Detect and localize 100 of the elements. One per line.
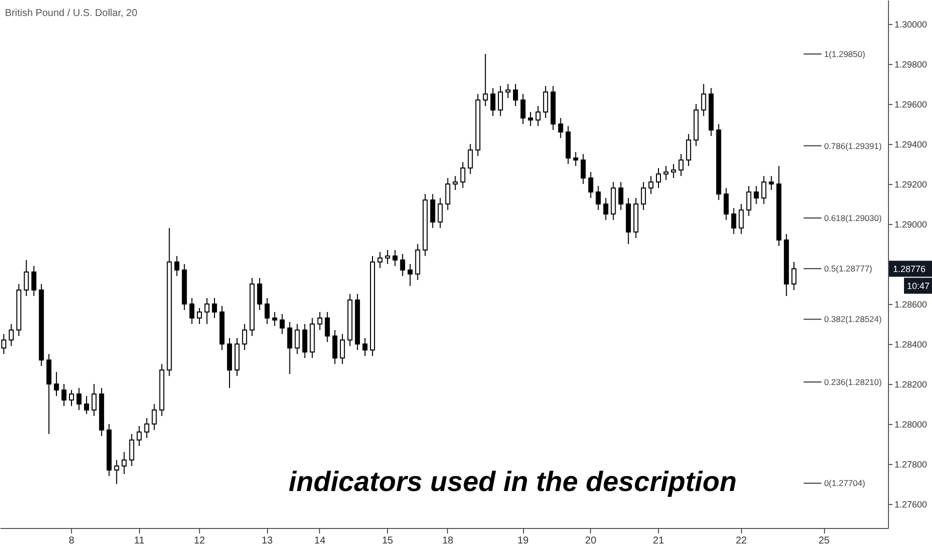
candlestick: [648, 176, 654, 194]
y-tick-label: 1.28200: [894, 380, 928, 390]
y-tick-label: 1.28400: [894, 340, 928, 350]
candlestick: [385, 250, 390, 264]
candlestick: [482, 54, 488, 106]
ref-line-label: 0.382(1.28524): [824, 314, 882, 324]
candlestick: [603, 198, 608, 220]
ref-line-label: 0.236(1.28210): [824, 377, 882, 387]
candlestick: [536, 106, 541, 126]
x-tick-label: 14: [314, 536, 326, 546]
candlestick: [468, 144, 473, 174]
ref-line-label: 0(1.27704): [824, 478, 866, 488]
candlestick: [24, 260, 29, 296]
y-tick-label: 1.28000: [894, 420, 928, 430]
ref-line-label: 0.618(1.29030): [824, 213, 882, 223]
candlestick: [588, 172, 594, 198]
x-tick-label: 19: [517, 536, 530, 546]
candlestick: [84, 396, 90, 414]
candlestick: [204, 298, 210, 324]
candlestick: [701, 84, 706, 116]
y-tick-label: 1.30000: [894, 20, 928, 30]
candlestick: [324, 312, 330, 342]
candlestick: [520, 94, 526, 124]
candlestick: [378, 252, 383, 268]
candlestick: [392, 250, 398, 266]
x-tick-label: 15: [382, 536, 394, 546]
candlestick: [332, 330, 338, 364]
candlestick: [294, 324, 300, 354]
y-tick-label: 1.29200: [894, 180, 928, 190]
candlestick: [31, 266, 36, 296]
y-tick-label: 1.29600: [894, 100, 928, 110]
candlestick: [122, 452, 127, 474]
ref-line-label: 0.786(1.29391): [824, 140, 882, 151]
candlestick: [430, 194, 436, 228]
candlestick: [408, 264, 413, 286]
ref-line-label: 1(1.29850): [824, 49, 866, 59]
candlestick: [152, 404, 157, 430]
candlestick: [174, 256, 180, 276]
candlestick: [573, 152, 578, 166]
candlestick: [114, 460, 120, 484]
candlestick: [415, 244, 420, 280]
candlestick: [664, 166, 668, 180]
x-tick-label: 25: [818, 536, 830, 546]
candlestick: [445, 178, 450, 210]
x-tick-label: 22: [736, 536, 748, 546]
ref-line-label: 0.5(1.28777): [824, 264, 872, 274]
x-tick-label: 13: [262, 536, 274, 546]
candlestick: [287, 322, 292, 374]
y-tick-label: 1.27600: [894, 500, 928, 510]
candlestick: [543, 86, 548, 118]
y-tick-label: 1.27800: [894, 460, 928, 470]
candlestick: [498, 86, 503, 116]
candlestick: [452, 176, 458, 190]
candlestick: [460, 162, 466, 188]
candlestick: [724, 188, 729, 220]
candlestick: [528, 112, 534, 126]
candlestick: [596, 186, 601, 210]
candlestick: [242, 324, 248, 350]
candlestick: [686, 134, 692, 166]
candlestick: [558, 118, 564, 138]
candlestick: [46, 354, 52, 434]
candlestick: [61, 384, 66, 406]
candlestick: [731, 208, 736, 234]
candlestick: [144, 418, 150, 438]
candlestick: [8, 324, 14, 346]
candlestick: [761, 176, 766, 204]
y-tick-label: 1.29400: [894, 140, 928, 150]
y-tick-label: 1.29800: [894, 60, 928, 70]
candlestick: [656, 168, 661, 188]
candlestick: [302, 324, 308, 358]
candlestick: [340, 334, 345, 364]
candlestick: [768, 176, 774, 190]
candlestick: [746, 186, 752, 216]
candlestick: [580, 154, 586, 184]
candlestick: [280, 314, 285, 334]
candlestick: [272, 312, 278, 326]
candlestick: [264, 298, 270, 324]
candlestick: [791, 262, 796, 290]
candlestick: [678, 154, 684, 176]
y-tick-label: 1.28600: [894, 300, 928, 310]
candlestick: [257, 278, 262, 310]
text: British Pound / U.S. Dollar, 20: [5, 8, 138, 19]
candlestick: [362, 338, 368, 356]
x-tick-label: 12: [194, 536, 206, 546]
x-tick-label: 21: [652, 536, 664, 546]
candlestick: [54, 372, 59, 396]
candlestick: [189, 298, 194, 324]
text: 1.28776: [893, 264, 926, 274]
candlestick: [196, 308, 202, 324]
candlestick: [671, 164, 676, 178]
candlestick: [512, 84, 518, 106]
candlestick: [76, 388, 82, 410]
text: 10:47: [907, 280, 930, 291]
y-tick-label: 1.29000: [894, 220, 928, 230]
x-tick-label: 11: [134, 536, 145, 546]
candlestick: [129, 434, 134, 466]
candlestick: [136, 426, 142, 446]
candlestick: [68, 390, 74, 406]
candlestick: [317, 312, 322, 330]
x-tick-label: 8: [68, 536, 75, 546]
